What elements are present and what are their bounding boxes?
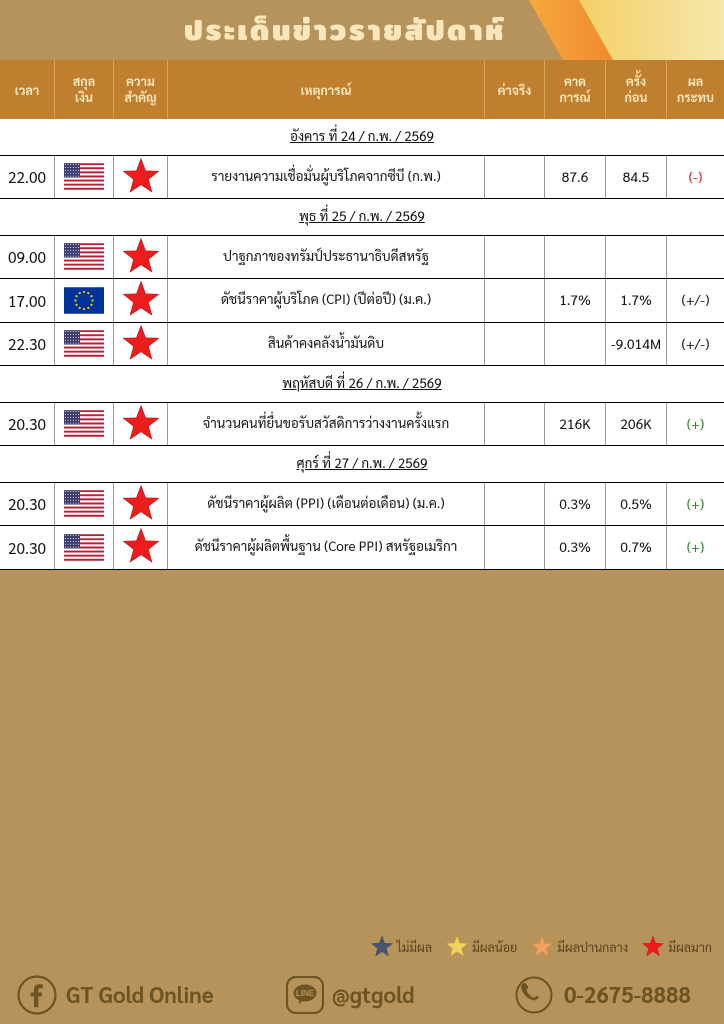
svg-text:LINE: LINE — [296, 989, 315, 998]
